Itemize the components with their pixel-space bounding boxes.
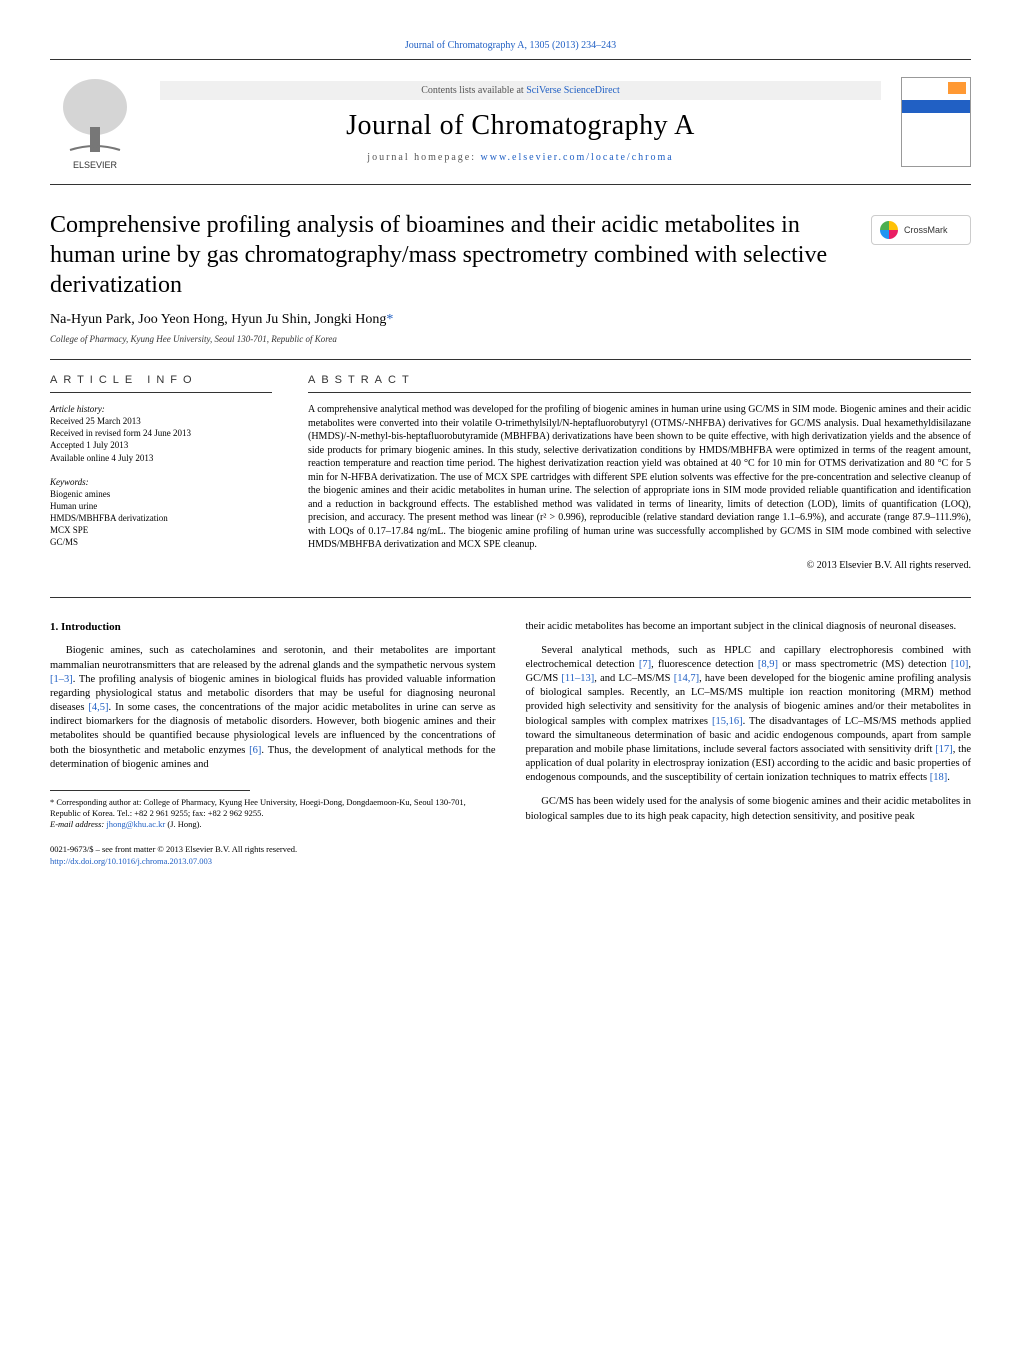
corr-footnote: * Corresponding author at: College of Ph…: [50, 797, 496, 830]
affiliation: College of Pharmacy, Kyung Hee Universit…: [50, 334, 841, 344]
ref-link[interactable]: [10]: [951, 659, 969, 670]
crossmark-badge[interactable]: CrossMark: [871, 215, 971, 245]
elsevier-logo: ELSEVIER: [50, 72, 140, 172]
footnote-rule: [50, 790, 250, 791]
author-list: Na-Hyun Park, Joo Yeon Hong, Hyun Ju Shi…: [50, 312, 386, 327]
article-history: Article history: Received 25 March 2013 …: [50, 403, 272, 464]
ref-link[interactable]: [1–3]: [50, 674, 73, 685]
paper-title: Comprehensive profiling analysis of bioa…: [50, 210, 841, 300]
ref-link[interactable]: [7]: [639, 659, 651, 670]
elsevier-label: ELSEVIER: [73, 160, 118, 170]
top-citation: Journal of Chromatography A, 1305 (2013)…: [50, 40, 971, 51]
keyword: GC/MS: [50, 536, 272, 548]
title-text: Comprehensive profiling analysis of bioa…: [50, 210, 841, 344]
paragraph: GC/MS has been widely used for the analy…: [526, 795, 972, 823]
keyword: Human urine: [50, 500, 272, 512]
ref-link[interactable]: [14,7]: [674, 673, 699, 684]
section-heading: 1. Introduction: [50, 620, 496, 635]
contents-prefix: Contents lists available at: [421, 85, 526, 96]
ref-link[interactable]: [15,16]: [712, 716, 743, 727]
contents-line: Contents lists available at SciVerse Sci…: [160, 81, 881, 100]
citation-link[interactable]: Journal of Chromatography A, 1305 (2013)…: [405, 40, 616, 51]
abstract-bottom-rule: [50, 597, 971, 598]
authors: Na-Hyun Park, Joo Yeon Hong, Hyun Ju Shi…: [50, 312, 841, 328]
keywords-label: Keywords:: [50, 476, 272, 488]
ref-link[interactable]: [18]: [930, 772, 948, 783]
corr-marker[interactable]: *: [386, 312, 393, 327]
ref-link[interactable]: [17]: [935, 744, 953, 755]
ref-link[interactable]: [8,9]: [758, 659, 778, 670]
issn-line: 0021-9673/$ – see front matter © 2013 El…: [50, 844, 496, 855]
journal-homepage: journal homepage: www.elsevier.com/locat…: [160, 152, 881, 163]
history-label: Article history:: [50, 403, 272, 415]
text: Biogenic amines, such as catecholamines …: [50, 645, 496, 670]
text: , and LC–MS/MS: [594, 673, 673, 684]
body-columns: 1. Introduction Biogenic amines, such as…: [50, 620, 971, 867]
history-accepted: Accepted 1 July 2013: [50, 439, 272, 451]
doi-link[interactable]: http://dx.doi.org/10.1016/j.chroma.2013.…: [50, 856, 212, 866]
body-col-right: their acidic metabolites has become an i…: [526, 620, 972, 867]
crossmark-label: CrossMark: [904, 225, 948, 235]
abstract-body: A comprehensive analytical method was de…: [308, 403, 971, 552]
homepage-prefix: journal homepage:: [367, 152, 480, 163]
bottom-info: 0021-9673/$ – see front matter © 2013 El…: [50, 844, 496, 867]
corr-text: * Corresponding author at: College of Ph…: [50, 797, 496, 819]
title-block: Comprehensive profiling analysis of bioa…: [50, 210, 971, 344]
journal-cover-thumb: [901, 77, 971, 167]
page-root: Journal of Chromatography A, 1305 (2013)…: [0, 0, 1021, 907]
email-suffix: (J. Hong).: [165, 819, 201, 829]
body-col-left: 1. Introduction Biogenic amines, such as…: [50, 620, 496, 867]
email-link[interactable]: jhong@khu.ac.kr: [106, 819, 165, 829]
ref-link[interactable]: [6]: [249, 745, 261, 756]
ref-link[interactable]: [11–13]: [561, 673, 594, 684]
history-revised: Received in revised form 24 June 2013: [50, 427, 272, 439]
article-info-heading: ARTICLE INFO: [50, 374, 272, 393]
crossmark-icon: [880, 221, 898, 239]
abstract-copyright: © 2013 Elsevier B.V. All rights reserved…: [308, 560, 971, 571]
history-online: Available online 4 July 2013: [50, 452, 272, 464]
paragraph: Several analytical methods, such as HPLC…: [526, 644, 972, 786]
header-center: Contents lists available at SciVerse Sci…: [160, 81, 881, 163]
homepage-link[interactable]: www.elsevier.com/locate/chroma: [481, 152, 674, 163]
journal-name: Journal of Chromatography A: [160, 110, 881, 142]
keyword: Biogenic amines: [50, 488, 272, 500]
keyword: MCX SPE: [50, 524, 272, 536]
ref-link[interactable]: [4,5]: [88, 702, 108, 713]
text: or mass spectrometric (MS) detection: [778, 659, 951, 670]
sciencedirect-link[interactable]: SciVerse ScienceDirect: [526, 85, 620, 96]
keyword: HMDS/MBHFBA derivatization: [50, 512, 272, 524]
article-info-col: ARTICLE INFO Article history: Received 2…: [50, 360, 290, 585]
text: , fluorescence detection: [651, 659, 758, 670]
history-received: Received 25 March 2013: [50, 415, 272, 427]
text: .: [947, 772, 950, 783]
paragraph: their acidic metabolites has become an i…: [526, 620, 972, 634]
paragraph: Biogenic amines, such as catecholamines …: [50, 644, 496, 772]
keywords-block: Keywords: Biogenic amines Human urine HM…: [50, 476, 272, 549]
abstract-heading: ABSTRACT: [308, 374, 971, 393]
meta-abstract-row: ARTICLE INFO Article history: Received 2…: [50, 360, 971, 585]
header-band: ELSEVIER Contents lists available at Sci…: [50, 60, 971, 185]
elsevier-tree-icon: ELSEVIER: [50, 72, 140, 172]
email-line: E-mail address: jhong@khu.ac.kr (J. Hong…: [50, 819, 496, 830]
email-label: E-mail address:: [50, 819, 106, 829]
abstract-col: ABSTRACT A comprehensive analytical meth…: [290, 360, 971, 585]
